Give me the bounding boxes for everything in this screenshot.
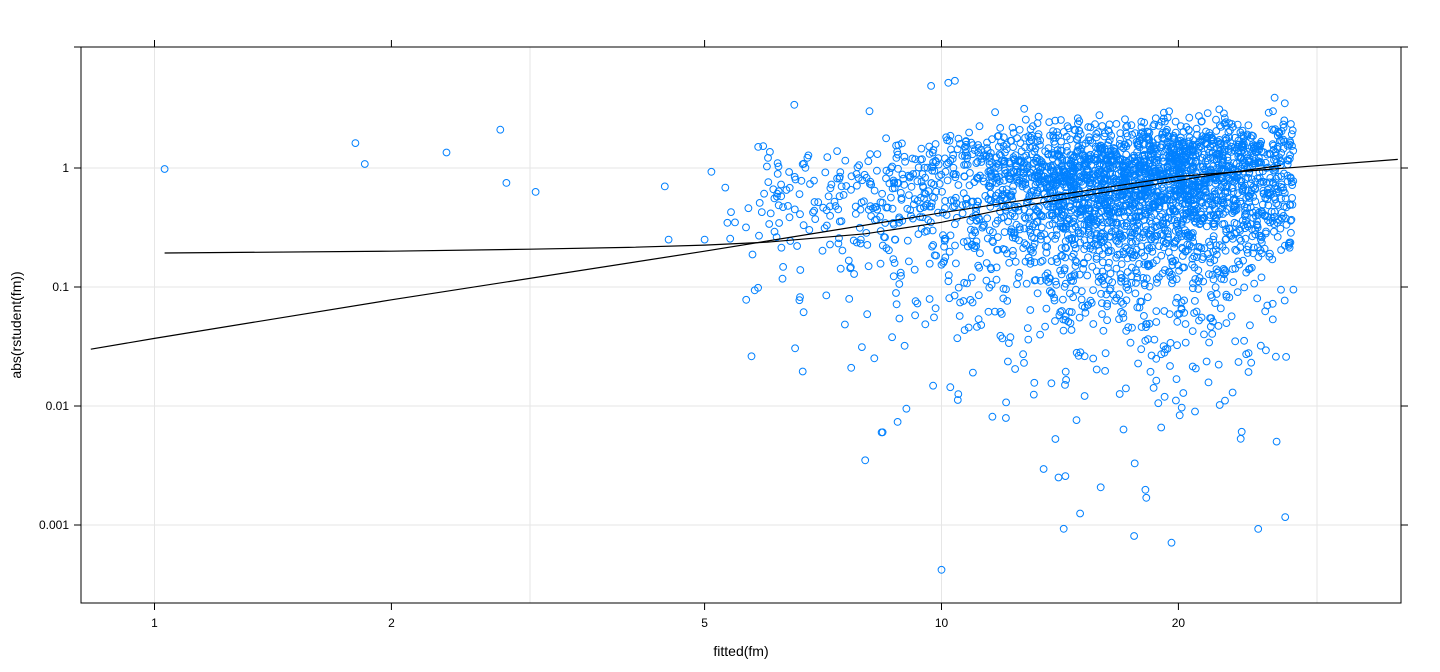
x-axis-title: fitted(fm) [713, 643, 768, 659]
gridlines [81, 47, 1401, 603]
x-tick-label: 5 [701, 616, 708, 630]
loess-smooth-line [164, 164, 1282, 254]
plot-frame [80, 46, 1402, 604]
y-tick-label: 1 [62, 161, 69, 175]
y-tick-label: 0.1 [52, 280, 69, 294]
fit-lines [90, 158, 1398, 350]
x-tick-label: 1 [151, 616, 158, 630]
y-tick-label: 0.001 [39, 518, 69, 532]
linear-fit-line [90, 158, 1398, 350]
scatter-points [160, 76, 1298, 574]
x-tick-label: 2 [388, 616, 395, 630]
x-tick-label: 10 [935, 616, 949, 630]
x-tick-label: 20 [1172, 616, 1186, 630]
y-axis-title: abs(rstudent(fm)) [8, 271, 24, 378]
y-tick-label: 0.01 [46, 399, 70, 413]
axis-ticks: 1 2 5 10 20 0.001 0.01 0.1 1 [39, 40, 1408, 630]
